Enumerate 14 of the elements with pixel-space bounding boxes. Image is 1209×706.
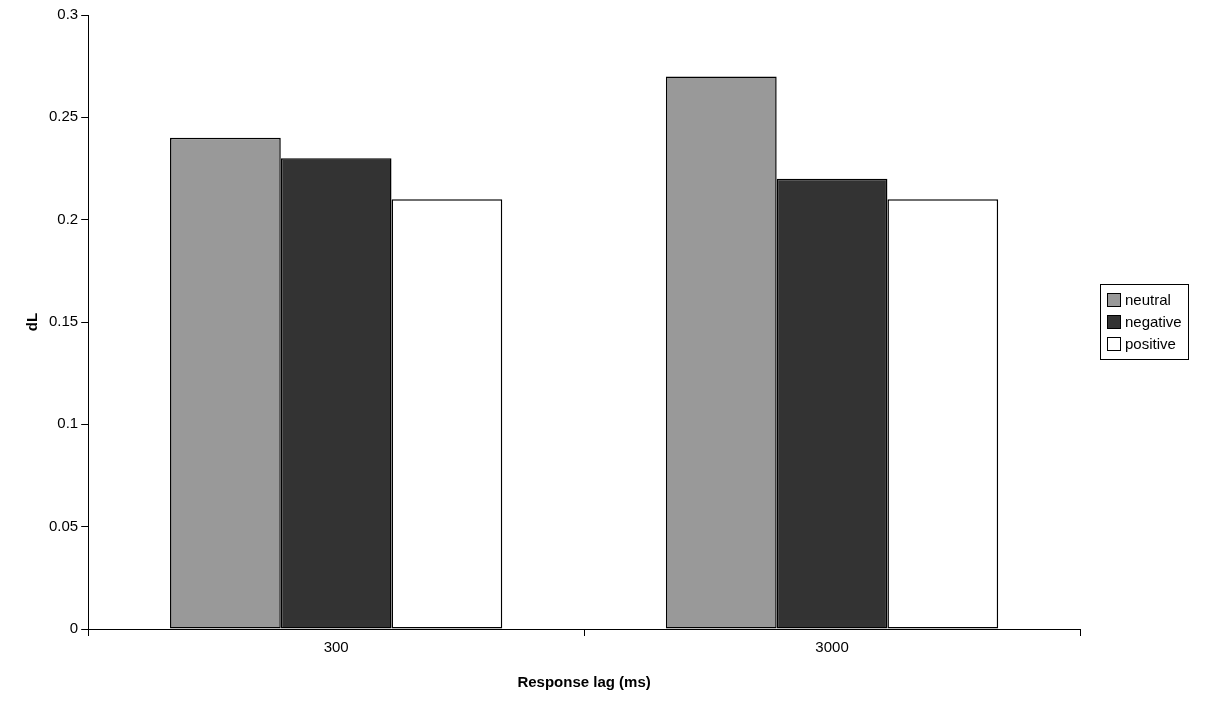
- y-tick-label: 0.2: [57, 209, 79, 227]
- y-tick-label: 0.25: [48, 107, 79, 125]
- y-tick-label: 0.15: [48, 312, 79, 330]
- x-axis-title: Response lag (ms): [517, 673, 651, 691]
- legend-label: neutral: [1125, 290, 1171, 310]
- y-tick-label: 0.05: [48, 516, 79, 534]
- y-tick-label: 0.1: [57, 414, 79, 432]
- text: positive: [1125, 334, 1176, 354]
- y-axis-title: dL: [23, 312, 41, 332]
- x-tick-label: 3000: [815, 638, 849, 656]
- legend-label: negative: [1125, 312, 1182, 332]
- x-tick-label: 300: [323, 638, 349, 656]
- y-tick-label: 0: [69, 619, 79, 637]
- y-tick-label: 0.3: [57, 5, 79, 23]
